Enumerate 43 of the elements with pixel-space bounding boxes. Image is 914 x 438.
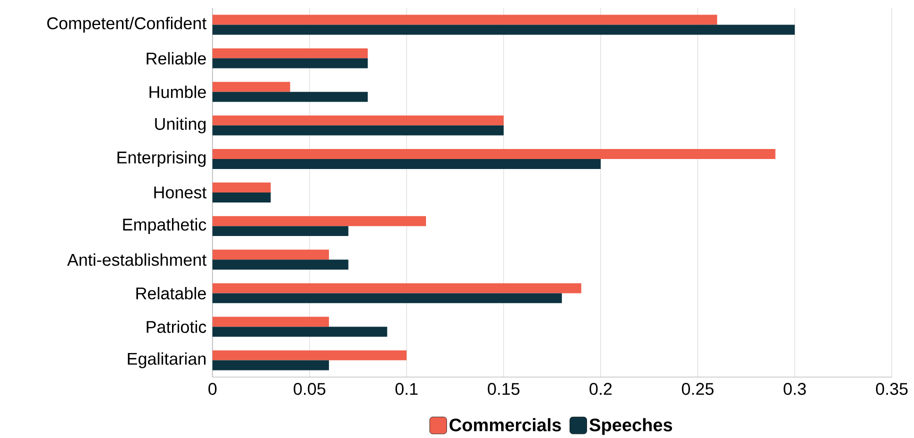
bar [212, 116, 504, 126]
y-tick-label: Egalitarian [128, 352, 206, 368]
bar [212, 126, 504, 136]
x-tick-label: 0 [208, 383, 217, 396]
bar [212, 326, 388, 337]
y-tick-label: Enterprising [118, 151, 206, 168]
bar [212, 250, 329, 260]
y-tick-label: Competent/Confident [47, 17, 206, 33]
x-tick-label: 0.1 [395, 383, 418, 396]
y-tick-label: Uniting [155, 118, 206, 134]
bar [212, 192, 271, 203]
bar [212, 283, 582, 294]
bar [212, 226, 348, 236]
legend-label: Speeches [589, 418, 672, 436]
y-tick-label: Anti-establishment [67, 254, 206, 266]
bar [212, 360, 329, 370]
x-tick-label: 0.3 [784, 383, 806, 396]
bar [212, 92, 368, 102]
x-tick-label: 0.2 [590, 383, 612, 396]
bar [212, 82, 290, 92]
bar [212, 293, 562, 304]
bar [212, 216, 426, 226]
x-tick-label: 0.35 [876, 383, 908, 396]
y-tick-label: Patriotic [146, 320, 206, 334]
bar [212, 14, 718, 25]
y-tick-label: Humble [150, 86, 206, 98]
bar [212, 350, 407, 360]
y-tick-label: Empathetic [123, 218, 206, 234]
y-tick-label: Relatable [136, 287, 206, 300]
x-tick-label: 0.05 [294, 383, 326, 396]
bar [212, 260, 348, 270]
x-tick-label: 0.15 [488, 383, 520, 396]
bar [212, 48, 368, 58]
bar [212, 149, 776, 160]
bar [212, 182, 271, 193]
y-tick-label: Reliable [146, 52, 206, 65]
y-tick-label: Honest [154, 186, 207, 199]
legend-label: Commercials [450, 418, 561, 432]
bar [212, 159, 601, 170]
bar [212, 316, 329, 327]
bar [212, 58, 368, 68]
bar [212, 24, 795, 35]
x-tick-label: 0.25 [682, 383, 714, 396]
